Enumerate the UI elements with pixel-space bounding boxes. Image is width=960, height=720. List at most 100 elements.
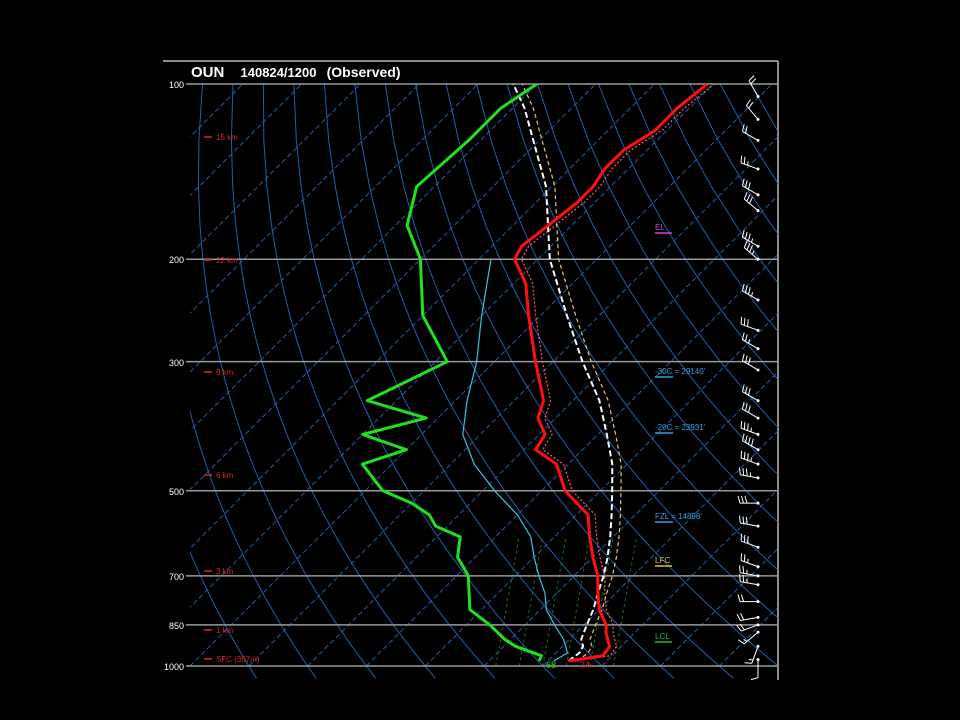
- dry-adiabat-line: [598, 84, 778, 381]
- wind-barb-station: [756, 167, 760, 171]
- wind-barb: [739, 565, 760, 578]
- wind-barb: [737, 594, 760, 604]
- isotherm-line: [190, 84, 655, 550]
- wind-barb-flag: [744, 231, 748, 240]
- wind-barb-flag: [741, 230, 745, 238]
- wind-barb: [748, 75, 760, 98]
- wind-barb-station: [756, 583, 760, 587]
- wind-barb: [740, 553, 760, 569]
- wind-barb-flag: [740, 450, 743, 459]
- wind-barb: [740, 316, 760, 332]
- wind-barb-flag: [741, 353, 745, 362]
- wind-barb-flag: [740, 420, 743, 429]
- station-id: OUN: [191, 64, 224, 81]
- wind-barb-flag: [747, 437, 751, 445]
- isotherm-line: [190, 84, 538, 432]
- wind-barb-station: [756, 600, 760, 604]
- wind-barb-flag: [747, 233, 751, 241]
- wind-barb-flag: [746, 99, 751, 106]
- wind-barb-station: [756, 368, 760, 372]
- wind-barb: [743, 240, 760, 261]
- wind-barb: [744, 644, 760, 664]
- dry-adiabat-line: [323, 84, 615, 679]
- wind-barb-flag: [743, 422, 746, 430]
- isotherm-line: [424, 312, 778, 667]
- wind-barb-flag: [744, 662, 752, 664]
- wind-barb: [740, 450, 760, 466]
- wind-barb-flag: [741, 178, 745, 186]
- wind-barb-station: [756, 623, 760, 627]
- wind-barb-flag: [743, 451, 746, 460]
- wind-barb-station: [756, 257, 760, 261]
- wind-barb-flag: [740, 553, 743, 561]
- wind-barb-flag: [737, 495, 741, 504]
- wind-barb: [737, 630, 760, 645]
- height-label-9km: 9 km: [216, 368, 234, 377]
- wind-barb: [739, 467, 760, 480]
- wind-barb-flag: [743, 318, 746, 326]
- wind-barb-flag: [740, 613, 745, 621]
- wind-barb-station: [756, 462, 760, 466]
- wind-barb-flag: [741, 594, 744, 602]
- wind-barb-station: [756, 630, 760, 634]
- wind-barb-half-flag: [751, 250, 755, 255]
- dry-adiabat-line: [384, 84, 734, 679]
- isotherm-line: [601, 488, 778, 667]
- isotherm-line: [307, 194, 778, 667]
- wind-barb-half-flag: [743, 638, 748, 642]
- wind-barb: [741, 230, 760, 248]
- isotherm-line: [483, 371, 778, 667]
- wind-barb-station: [756, 328, 760, 332]
- wind-barb: [750, 658, 760, 681]
- height-label-3km: 3 km: [216, 567, 234, 576]
- wind-barb-flag: [741, 283, 745, 292]
- wind-barb: [736, 623, 760, 632]
- dry-adiabat-line: [567, 84, 778, 429]
- height-label-15km: 15 km: [216, 133, 238, 142]
- wind-barb: [736, 613, 760, 621]
- wind-barb: [741, 332, 760, 351]
- wind-barb-station: [756, 347, 760, 351]
- wind-barb: [741, 433, 760, 452]
- wind-barb: [743, 192, 760, 213]
- isotherm-line: [190, 84, 773, 667]
- dry-adiabat-line: [476, 84, 778, 571]
- wind-barb-flag: [744, 180, 748, 188]
- dry-adiabat-line: [537, 84, 778, 476]
- wind-barb-flag: [745, 516, 748, 525]
- wind-barb-flag: [746, 243, 751, 251]
- minus30c-label: -30C = 29140': [655, 367, 706, 376]
- pressure-label-500: 500: [169, 487, 184, 497]
- wind-barb-flag: [747, 536, 749, 544]
- moist-adiabat-line: [565, 536, 591, 667]
- wind-barb-flag: [739, 574, 741, 582]
- wind-barb-flag: [742, 468, 745, 476]
- wind-barb-flag: [747, 423, 749, 431]
- wind-barb-flag: [745, 468, 748, 476]
- chart-title: OUN 140824/1200 (Observed): [191, 64, 401, 81]
- wind-barb-flag: [740, 155, 743, 163]
- wind-barb-flag: [741, 401, 745, 410]
- sounding-traces: [360, 84, 715, 663]
- wind-barb-flag: [744, 386, 748, 394]
- dry-adiabat-line: [197, 84, 377, 679]
- wind-barb-flag: [736, 613, 741, 621]
- wind-barb: [739, 574, 760, 587]
- wind-barb: [739, 515, 760, 528]
- wind-barb-flag: [741, 124, 745, 132]
- pressure-label-200: 200: [169, 255, 184, 265]
- wind-barb-flag: [739, 565, 741, 573]
- surface-temperature-value: 74: [580, 660, 590, 670]
- wind-barb-flag: [747, 387, 751, 396]
- pressure-label-850: 850: [169, 621, 184, 631]
- wind-barb-flag: [749, 196, 753, 204]
- wind-barb-station: [756, 209, 760, 213]
- wind-barb-flag: [740, 316, 743, 325]
- wind-barb-flag: [742, 516, 745, 524]
- height-label-6km: 6 km: [216, 471, 234, 480]
- moist-adiabat-line: [495, 536, 520, 667]
- wind-barb-flag: [737, 639, 745, 645]
- wind-barb-flag: [742, 574, 745, 583]
- wind-barb-flag: [736, 624, 742, 632]
- wind-barb-flag: [741, 332, 745, 340]
